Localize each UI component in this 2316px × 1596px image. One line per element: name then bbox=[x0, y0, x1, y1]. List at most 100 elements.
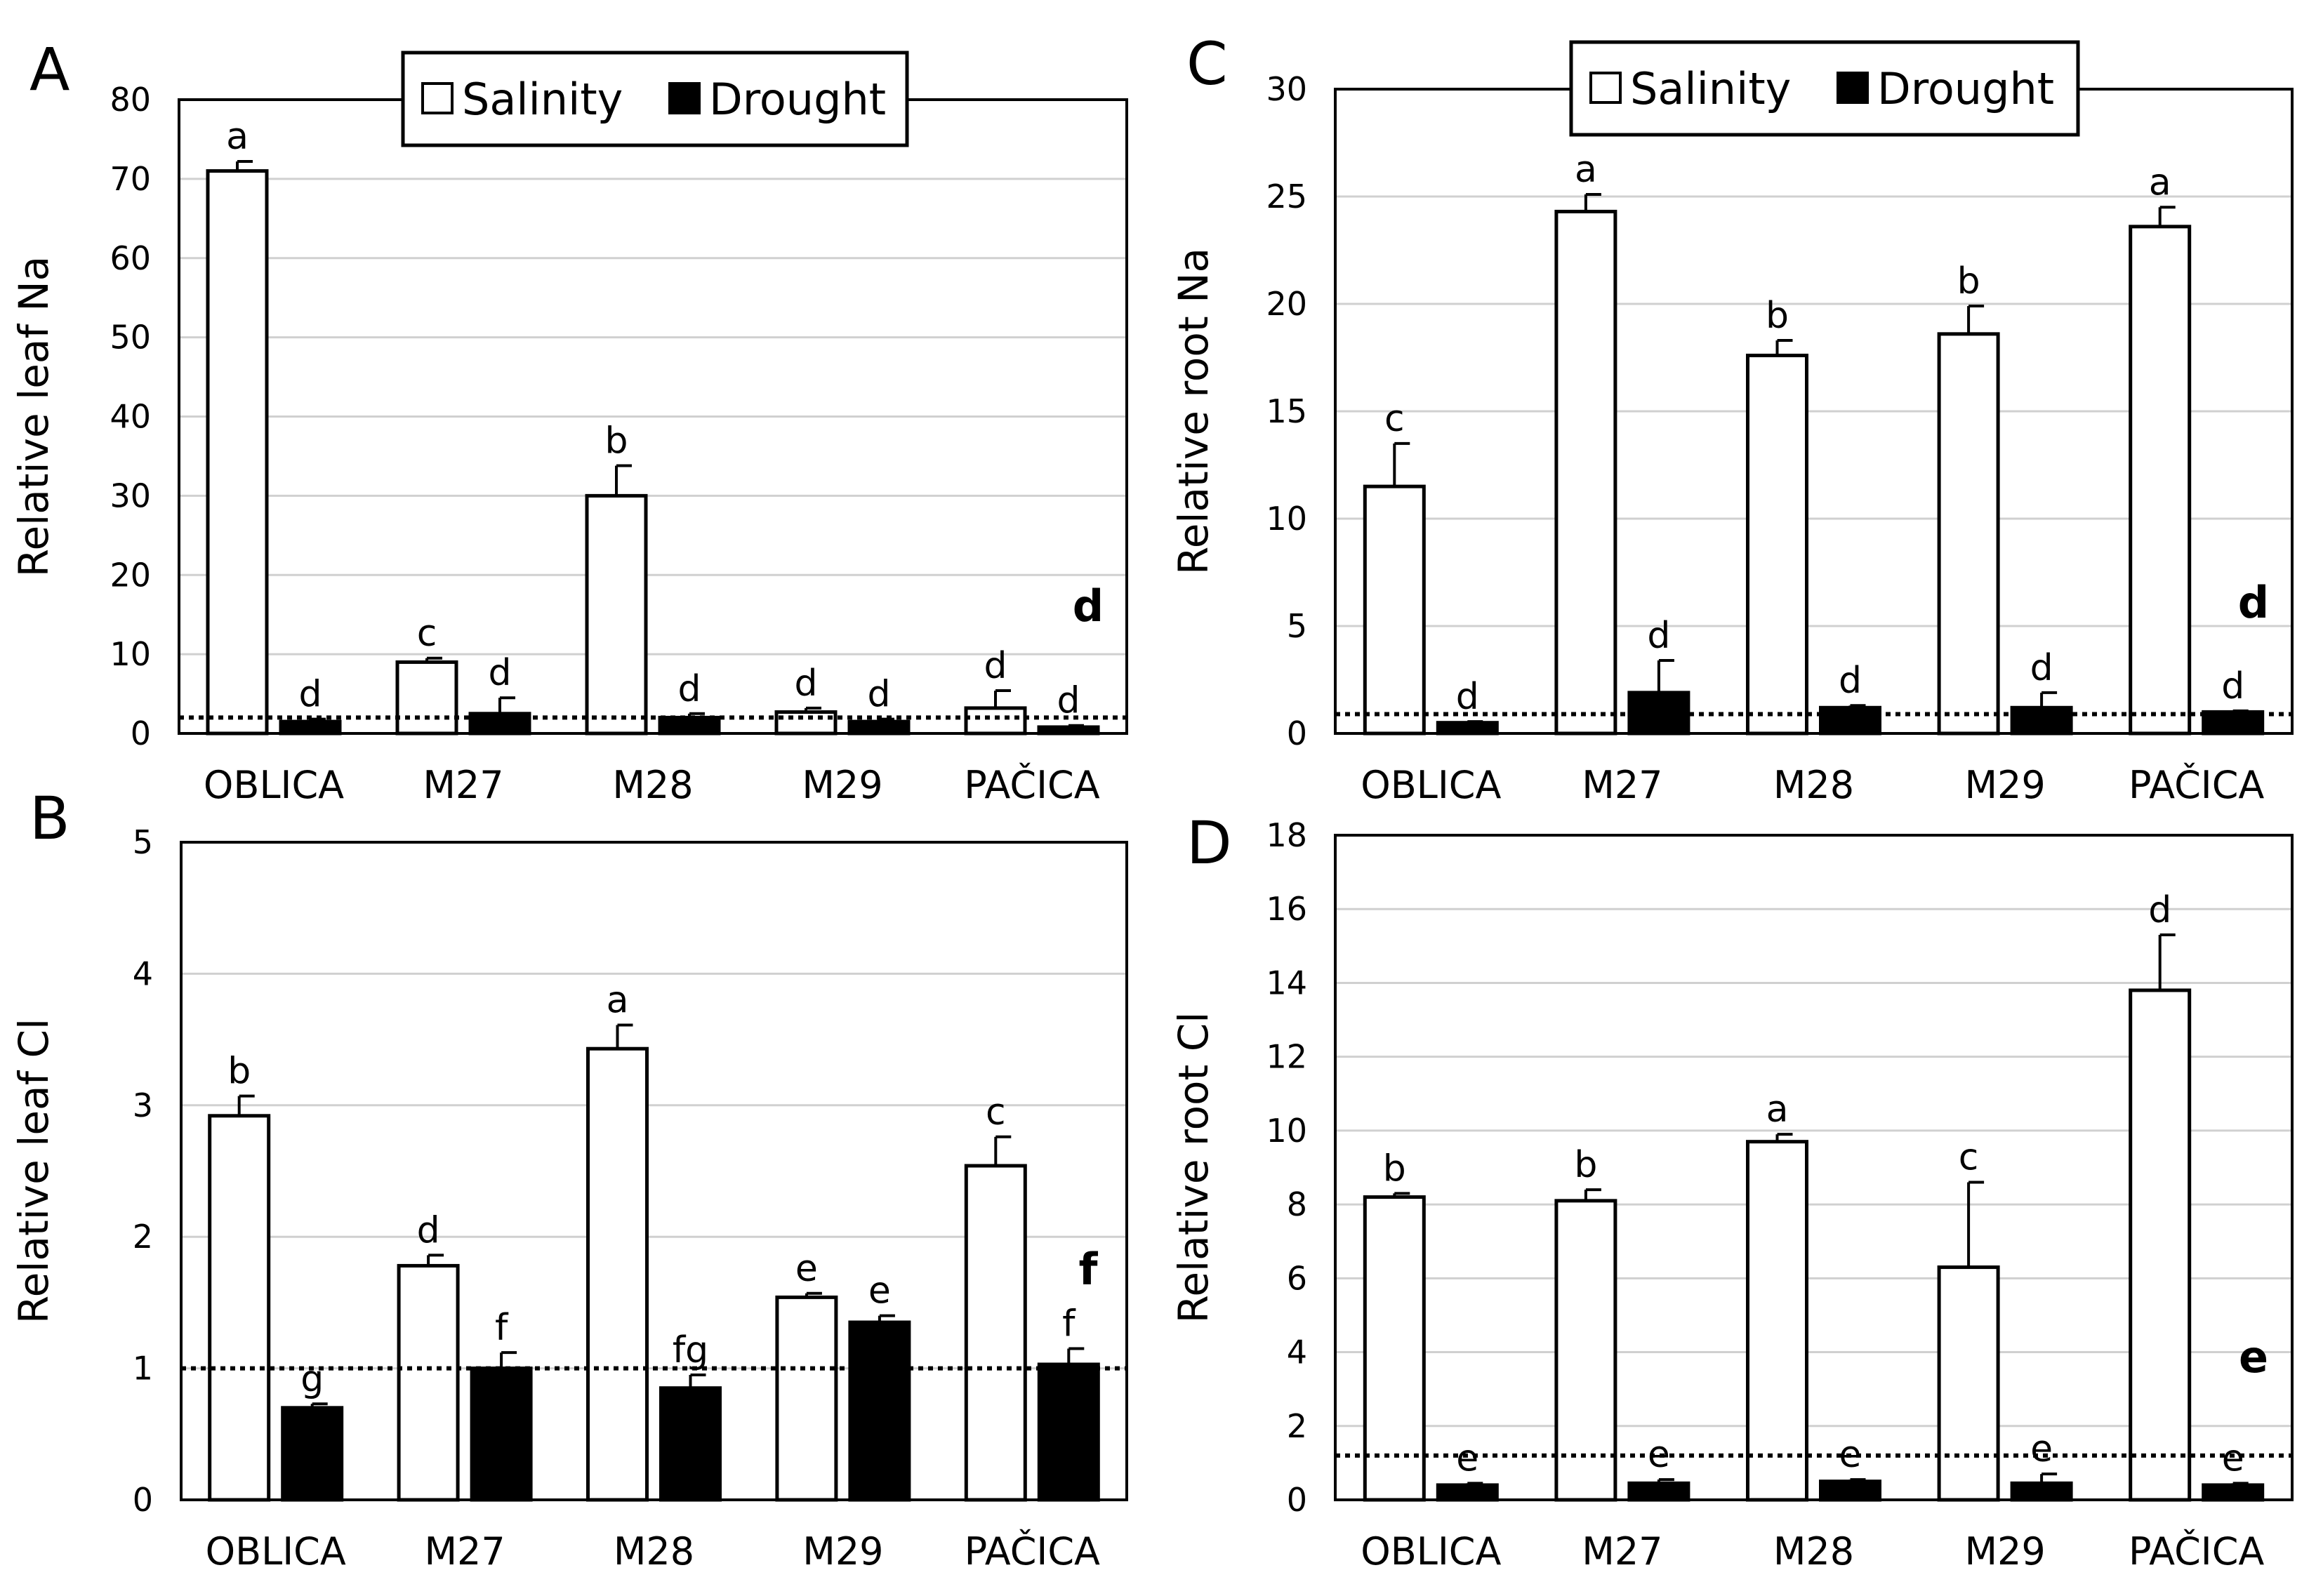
legend-swatch-salinity bbox=[1589, 72, 1622, 104]
category-label: OBLICA bbox=[204, 763, 344, 807]
y-tick-label: 10 bbox=[1266, 500, 1307, 538]
significance-letter: f bbox=[1062, 1303, 1076, 1345]
significance-letter: d bbox=[1057, 680, 1080, 722]
category-label: M28 bbox=[1773, 763, 1854, 807]
y-tick-label: 15 bbox=[1266, 392, 1307, 430]
y-axis-label: Relative root Cl bbox=[1170, 1012, 1217, 1324]
bar-salinity bbox=[1554, 209, 1617, 736]
y-tick-label: 12 bbox=[1266, 1038, 1307, 1076]
bar-drought bbox=[2010, 705, 2073, 736]
significance-letter: a bbox=[1575, 149, 1597, 191]
bar-drought bbox=[848, 1320, 911, 1502]
legend-swatch-drought bbox=[668, 82, 701, 114]
significance-letter: b bbox=[1957, 260, 1980, 302]
y-tick-label: 14 bbox=[1266, 964, 1307, 1002]
y-tick-label: 4 bbox=[133, 955, 153, 992]
panel-a: 0 10 20 30 40 50 60 70 80 Relative leaf Na Aa d OBLI… bbox=[10, 35, 1128, 807]
bar-salinity bbox=[775, 1295, 838, 1502]
corner-letter: f bbox=[1079, 1244, 1099, 1295]
panel-label: C bbox=[1186, 29, 1228, 98]
legend-label-salinity: Salinity bbox=[462, 74, 623, 125]
significance-letter: b bbox=[1766, 295, 1789, 337]
y-tick-label: 20 bbox=[110, 556, 151, 594]
y-tick-label: 1 bbox=[133, 1350, 153, 1388]
y-tick-label: 30 bbox=[110, 477, 151, 514]
category-label: M27 bbox=[1582, 1529, 1662, 1574]
category-label: M29 bbox=[802, 763, 882, 807]
bar-salinity bbox=[774, 710, 838, 736]
bar-salinity bbox=[2129, 225, 2192, 736]
bar-salinity bbox=[964, 706, 1027, 736]
significance-letter: fg bbox=[673, 1329, 708, 1371]
legend-label-drought: Drought bbox=[1877, 63, 2054, 114]
significance-letter: b bbox=[227, 1051, 251, 1093]
bar-drought bbox=[1819, 1479, 1881, 1502]
y-tick-label: 20 bbox=[1266, 285, 1307, 323]
corner-letter: d bbox=[2238, 577, 2269, 628]
y-tick-label: 0 bbox=[1287, 1481, 1307, 1519]
panel-label: B bbox=[29, 784, 70, 853]
y-tick-label: 50 bbox=[110, 319, 151, 357]
y-axis-label: Relative leaf Cl bbox=[10, 1018, 58, 1324]
bar-salinity bbox=[1363, 484, 1426, 736]
bar-salinity bbox=[397, 1263, 460, 1502]
y-tick-label: 10 bbox=[110, 635, 151, 673]
bar-drought bbox=[279, 719, 342, 736]
legend: Salinity Drought bbox=[1569, 40, 2080, 137]
significance-letter: d bbox=[867, 674, 890, 716]
category-label: M29 bbox=[1964, 1529, 2045, 1574]
category-label: M28 bbox=[614, 1529, 694, 1574]
bar-drought bbox=[2202, 1483, 2265, 1502]
significance-letter: e bbox=[868, 1270, 891, 1312]
category-label: PAČICA bbox=[2129, 763, 2264, 807]
bar-salinity bbox=[586, 1046, 649, 1502]
bar-drought bbox=[2010, 1481, 2073, 1502]
category-label: PAČICA bbox=[965, 1529, 1100, 1574]
significance-letter: d bbox=[488, 652, 511, 694]
category-label: M28 bbox=[612, 763, 693, 807]
bar-drought bbox=[1819, 705, 1881, 736]
panel-b: 0 1 2 3 4 5 Relative leaf Cl Bb g OBLICA d f M27 a fg M… bbox=[10, 784, 1128, 1574]
y-tick-label: 6 bbox=[1287, 1259, 1307, 1297]
plot-frame bbox=[180, 841, 1128, 1501]
bar-drought bbox=[281, 1406, 344, 1502]
category-label: M27 bbox=[423, 763, 503, 807]
bar-salinity bbox=[1746, 1140, 1808, 1502]
bar-drought bbox=[1436, 1483, 1499, 1502]
y-tick-label: 2 bbox=[1287, 1407, 1307, 1445]
bar-salinity bbox=[1746, 353, 1808, 736]
category-label: OBLICA bbox=[1361, 1529, 1501, 1574]
y-tick-label: 25 bbox=[1266, 178, 1307, 215]
panel-d: 0 2 4 6 8 10 12 14 16 18 Relative root Cl Db e OBLICA… bbox=[1170, 809, 2294, 1574]
bar-drought bbox=[1436, 721, 1499, 736]
y-tick-label: 2 bbox=[133, 1218, 153, 1256]
significance-letter: f bbox=[495, 1307, 509, 1349]
significance-letter: d bbox=[1456, 676, 1479, 718]
significance-letter: d bbox=[2221, 665, 2244, 707]
y-tick-label: 60 bbox=[110, 239, 151, 277]
significance-letter: d bbox=[2148, 889, 2171, 931]
bar-salinity bbox=[208, 1114, 271, 1502]
significance-letter: d bbox=[984, 645, 1007, 687]
bar-drought bbox=[658, 715, 721, 736]
significance-letter: d bbox=[417, 1209, 440, 1251]
corner-letter: e bbox=[2239, 1331, 2268, 1383]
y-tick-label: 3 bbox=[133, 1086, 153, 1124]
y-tick-label: 18 bbox=[1266, 816, 1307, 854]
bar-salinity bbox=[1554, 1199, 1617, 1502]
y-tick-label: 30 bbox=[1266, 70, 1307, 108]
y-tick-label: 0 bbox=[1287, 714, 1307, 752]
bar-drought bbox=[1627, 1481, 1690, 1502]
bar-salinity bbox=[964, 1164, 1027, 1502]
category-label: M27 bbox=[1582, 763, 1662, 807]
category-label: M29 bbox=[802, 1529, 883, 1574]
significance-letter: a bbox=[2149, 161, 2171, 204]
category-label: M27 bbox=[424, 1529, 505, 1574]
y-tick-label: 5 bbox=[1287, 607, 1307, 645]
legend-label-drought: Drought bbox=[709, 74, 886, 125]
significance-letter: b bbox=[604, 420, 628, 462]
significance-letter: e bbox=[795, 1248, 818, 1290]
category-label: PAČICA bbox=[964, 763, 1099, 807]
y-axis-label: Relative root Na bbox=[1170, 248, 1217, 575]
category-label: OBLICA bbox=[1361, 763, 1501, 807]
